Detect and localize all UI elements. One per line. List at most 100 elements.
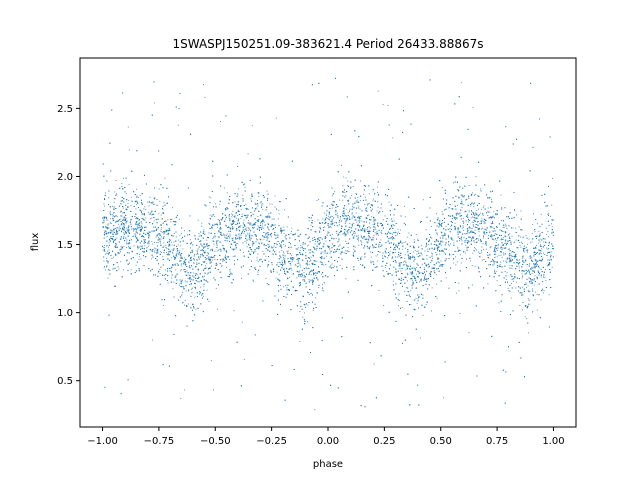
data-point — [526, 249, 527, 251]
data-point — [482, 237, 484, 239]
data-point — [158, 213, 160, 215]
data-point — [245, 203, 247, 205]
data-point — [130, 204, 132, 206]
data-point — [335, 211, 337, 213]
data-point — [281, 244, 282, 246]
data-point — [145, 209, 147, 211]
data-point — [205, 265, 206, 267]
data-point — [180, 281, 182, 283]
data-point — [369, 246, 371, 248]
data-point — [358, 244, 360, 246]
data-point — [283, 251, 284, 253]
data-point — [351, 195, 353, 196]
data-point — [230, 213, 232, 215]
data-point — [477, 238, 479, 240]
data-point — [468, 332, 470, 334]
data-point — [203, 84, 204, 86]
data-point — [330, 226, 332, 228]
data-point — [344, 223, 346, 224]
data-point — [266, 190, 268, 192]
data-point — [500, 254, 502, 256]
data-point — [331, 221, 333, 223]
data-point — [208, 232, 210, 234]
data-point — [487, 210, 489, 212]
data-point — [361, 242, 363, 244]
data-point — [298, 247, 300, 249]
data-point — [196, 259, 198, 261]
data-point — [528, 238, 530, 240]
data-point — [259, 238, 261, 240]
data-point — [121, 229, 123, 231]
data-point — [192, 309, 194, 311]
data-point — [108, 231, 110, 233]
data-point — [172, 252, 174, 254]
data-point — [405, 241, 407, 243]
data-point — [500, 247, 502, 249]
data-point — [316, 200, 318, 201]
data-point — [157, 242, 159, 243]
data-point — [219, 203, 221, 205]
data-point — [111, 232, 113, 234]
data-point — [434, 264, 436, 266]
data-point — [339, 264, 341, 266]
data-point — [521, 243, 523, 244]
data-point — [323, 227, 324, 228]
data-point — [415, 273, 417, 275]
data-point — [550, 258, 552, 260]
data-point — [551, 223, 552, 225]
data-point — [525, 235, 527, 236]
data-point — [160, 214, 162, 216]
data-point — [529, 272, 531, 274]
data-point — [548, 213, 550, 215]
data-point — [481, 251, 483, 253]
data-point — [510, 274, 512, 276]
data-point — [160, 242, 161, 244]
data-point — [182, 261, 184, 263]
data-point — [312, 309, 314, 311]
data-point — [422, 314, 424, 316]
data-point — [400, 262, 402, 264]
data-point — [258, 228, 260, 230]
data-point — [216, 250, 218, 252]
data-point — [318, 272, 320, 273]
data-point — [480, 228, 482, 230]
data-point — [491, 199, 492, 201]
data-point — [197, 253, 199, 255]
data-point — [449, 228, 451, 230]
data-point — [377, 90, 379, 92]
data-point — [240, 225, 242, 227]
data-point — [360, 180, 362, 182]
data-point — [178, 218, 180, 220]
data-point — [429, 271, 431, 273]
data-point — [441, 222, 443, 224]
data-point — [247, 234, 249, 236]
data-point — [247, 153, 249, 155]
data-point — [354, 197, 356, 199]
data-point — [108, 197, 110, 199]
data-point — [122, 222, 124, 224]
data-point — [104, 231, 105, 233]
data-point — [519, 244, 521, 246]
data-point — [203, 261, 205, 263]
data-point — [410, 290, 412, 292]
data-point — [221, 265, 223, 267]
data-point — [495, 261, 497, 262]
data-point — [281, 260, 283, 262]
data-point — [211, 265, 212, 267]
data-point — [491, 237, 493, 239]
data-point — [182, 241, 184, 242]
data-point — [204, 96, 206, 98]
data-point — [347, 212, 349, 214]
data-point — [132, 227, 134, 229]
data-point — [249, 232, 251, 234]
data-point — [530, 282, 532, 284]
data-point — [394, 231, 396, 233]
scatter-points — [102, 77, 554, 411]
data-point — [126, 227, 128, 229]
data-point — [357, 240, 359, 242]
data-point — [377, 234, 379, 236]
data-point — [258, 195, 260, 197]
data-point — [448, 245, 450, 247]
data-point — [368, 226, 370, 228]
data-point — [504, 247, 506, 248]
